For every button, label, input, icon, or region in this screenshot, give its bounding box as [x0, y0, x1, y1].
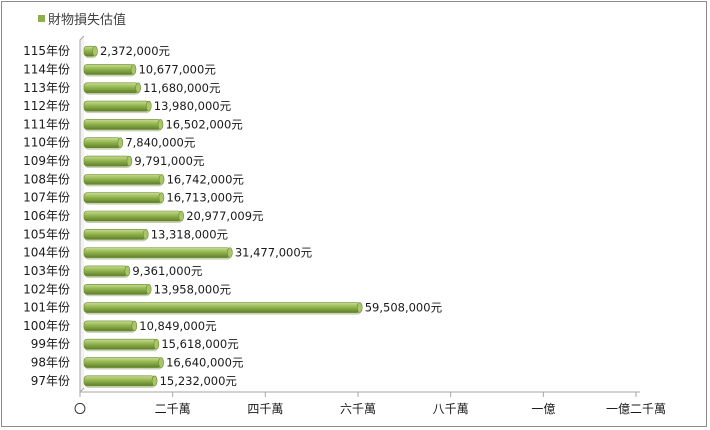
data-label: 16,713,000元 [166, 191, 244, 205]
data-label: 7,840,000元 [125, 136, 196, 150]
category-label: 100年份 [23, 319, 70, 333]
data-label: 2,372,000元 [100, 44, 171, 58]
bar-end-cap [142, 229, 149, 240]
bar-end-cap [158, 192, 165, 203]
legend: 財物損失估值 [38, 10, 127, 28]
bar-end-cap [227, 247, 233, 258]
category-label: 113年份 [23, 81, 70, 95]
bar-end-cap [126, 155, 133, 167]
bar [83, 119, 161, 130]
x-tick-label: 二千萬 [155, 402, 191, 416]
data-label: 59,508,000元 [365, 301, 443, 315]
bar-end-cap [158, 174, 165, 185]
data-label: 16,502,000元 [165, 117, 243, 131]
category-label: 111年份 [23, 117, 70, 131]
bar [83, 137, 121, 149]
bar-end-cap [157, 119, 164, 130]
data-label: 10,849,000元 [139, 319, 217, 333]
bar [83, 100, 150, 112]
bar-end-cap [145, 283, 152, 295]
y-axis-wall [79, 35, 85, 394]
category-label: 97年份 [31, 374, 70, 388]
data-label: 11,680,000元 [143, 81, 221, 95]
bar [83, 155, 130, 167]
bar [83, 375, 155, 387]
bar [83, 192, 162, 203]
category-label: 103年份 [23, 264, 70, 278]
data-label: 20,977,009元 [186, 209, 264, 223]
x-tick-label: 一億 [531, 402, 555, 416]
category-label: 110年份 [23, 136, 70, 150]
x-tick-label: 八千萬 [433, 402, 469, 416]
bar-end-cap [356, 302, 363, 313]
bar-end-cap [131, 320, 138, 332]
bar-end-cap [135, 82, 141, 94]
bar [83, 338, 157, 350]
x-tick-label: 〇 [74, 402, 86, 416]
bar [83, 229, 147, 240]
category-label: 114年份 [23, 62, 70, 76]
data-label: 10,677,000元 [138, 62, 216, 76]
bar [83, 357, 162, 368]
bar-end-cap [124, 265, 131, 277]
bar [83, 174, 162, 185]
bar [83, 82, 139, 94]
bar-end-cap [92, 45, 98, 57]
bar [83, 265, 128, 277]
x-tick-label: 四千萬 [247, 402, 283, 416]
category-label: 108年份 [23, 172, 70, 186]
bar [83, 320, 135, 332]
bar [83, 247, 231, 258]
category-label: 106年份 [23, 209, 70, 223]
bar-end-cap [178, 210, 184, 222]
bar [83, 64, 134, 75]
category-label: 109年份 [23, 154, 70, 168]
data-label: 15,618,000元 [161, 337, 239, 351]
data-label: 9,791,000元 [134, 154, 205, 168]
x-tick-label: 六千萬 [340, 402, 376, 416]
category-label: 98年份 [31, 356, 70, 370]
category-label: 105年份 [23, 227, 70, 241]
data-label: 13,958,000元 [154, 282, 232, 296]
bar-end-cap [145, 100, 152, 112]
legend-label: 財物損失估值 [48, 12, 127, 28]
bar-end-cap [117, 137, 124, 149]
bar-end-cap [151, 375, 158, 387]
category-label: 112年份 [23, 99, 70, 113]
data-label: 16,640,000元 [166, 356, 244, 370]
bar [83, 210, 182, 222]
x-tick-label: 一億二千萬 [606, 402, 666, 416]
bar [83, 302, 361, 313]
category-label: 101年份 [23, 301, 70, 315]
category-label: 104年份 [23, 246, 70, 260]
category-label: 99年份 [31, 337, 70, 351]
bar-end-cap [153, 338, 160, 350]
bar [83, 283, 149, 295]
data-label: 15,232,000元 [160, 374, 238, 388]
bar-end-cap [158, 357, 164, 368]
data-label: 31,477,000元 [235, 246, 313, 260]
data-label: 16,742,000元 [167, 172, 245, 186]
category-label: 115年份 [23, 44, 70, 58]
bar-end-cap [130, 64, 137, 75]
data-label: 13,980,000元 [154, 99, 232, 113]
data-label: 13,318,000元 [151, 227, 229, 241]
legend-swatch [38, 14, 45, 22]
data-label: 9,361,000元 [132, 264, 203, 278]
category-label: 102年份 [23, 282, 70, 296]
category-label: 107年份 [23, 191, 70, 205]
